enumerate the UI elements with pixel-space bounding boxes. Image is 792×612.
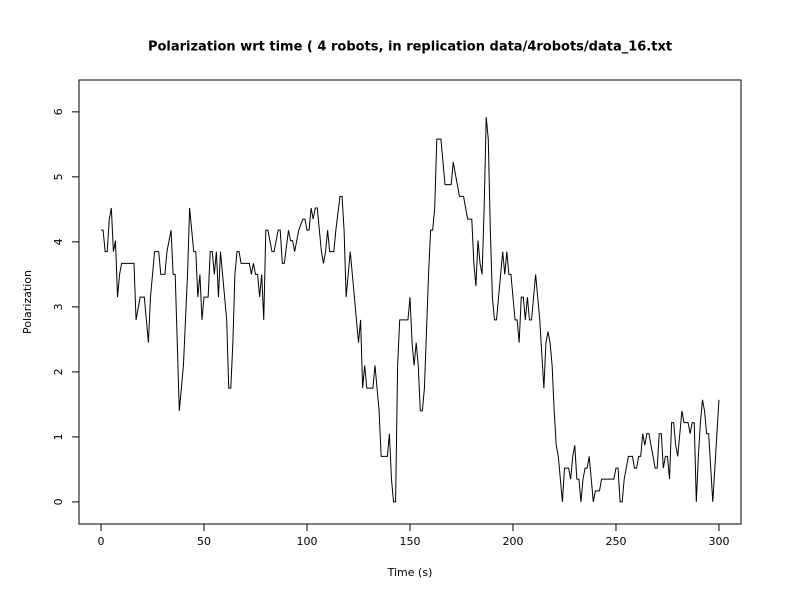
y-tick-label: 0: [52, 498, 65, 505]
y-tick-label: 5: [52, 173, 65, 180]
y-axis-label: Polarization: [21, 270, 34, 334]
x-tick-label: 200: [502, 535, 523, 548]
x-tick-label: 0: [98, 535, 105, 548]
x-tick-label: 150: [400, 535, 421, 548]
data-line: [101, 117, 720, 503]
x-tick-label: 300: [708, 535, 729, 548]
y-tick-label: 2: [52, 368, 65, 375]
x-tick-label: 50: [197, 535, 211, 548]
x-tick-label: 250: [605, 535, 626, 548]
x-tick-label: 100: [297, 535, 318, 548]
y-tick-label: 6: [52, 108, 65, 115]
x-axis-label: Time (s): [387, 566, 433, 579]
chart-title: Polarization wrt time ( 4 robots, in rep…: [148, 40, 672, 55]
y-tick-label: 3: [52, 303, 65, 310]
y-tick-label: 1: [52, 433, 65, 440]
y-tick-label: 4: [52, 238, 65, 245]
